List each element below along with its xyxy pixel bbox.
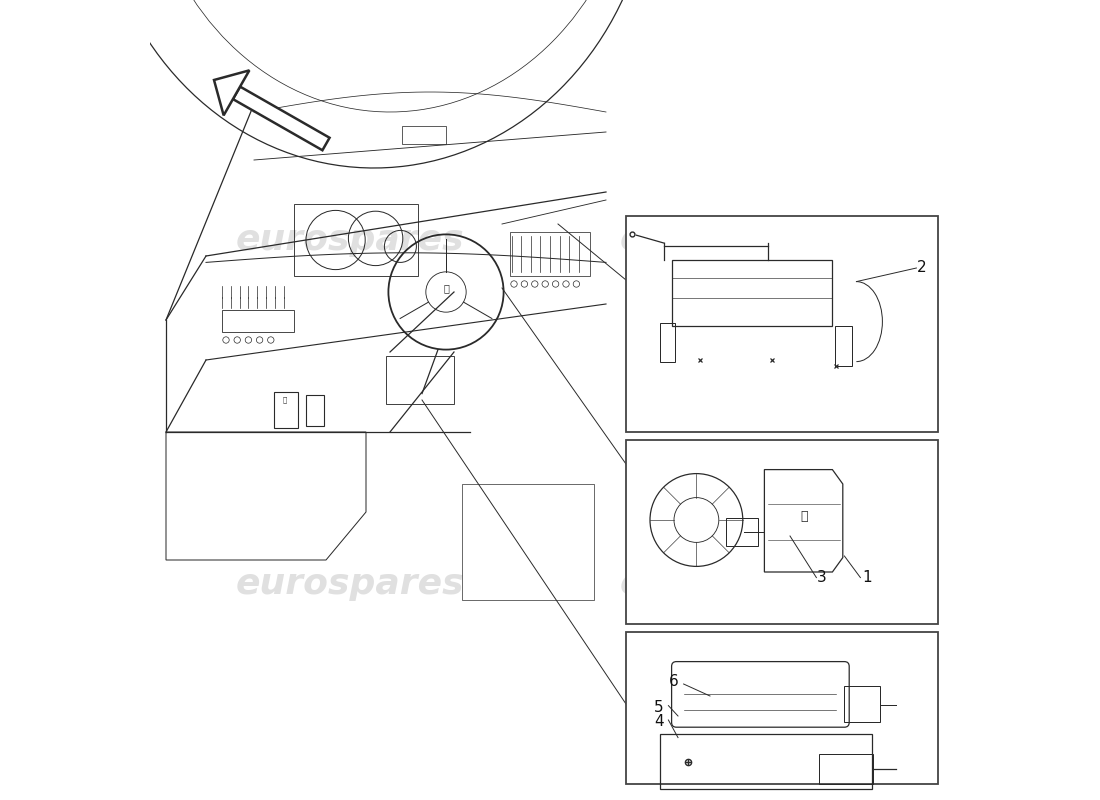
Text: 3: 3	[817, 570, 827, 585]
Text: 5: 5	[654, 701, 663, 715]
Text: eurospares: eurospares	[235, 223, 464, 257]
Text: Ⳣ: Ⳣ	[283, 397, 286, 403]
Bar	[294, 204, 418, 276]
Bar	[845, 686, 880, 722]
Bar	[835, 326, 852, 366]
Bar	[626, 440, 938, 624]
Bar	[660, 734, 872, 789]
Bar	[386, 356, 454, 404]
Polygon shape	[214, 70, 250, 115]
Bar	[726, 518, 758, 546]
Bar	[660, 323, 674, 362]
Bar	[222, 310, 294, 332]
Bar	[818, 754, 873, 784]
Text: 2: 2	[917, 261, 927, 275]
Bar	[274, 392, 298, 428]
Text: 6: 6	[669, 674, 679, 689]
Text: 4: 4	[654, 714, 663, 729]
Polygon shape	[233, 86, 330, 150]
Bar	[306, 395, 323, 426]
Bar	[462, 484, 594, 600]
Bar	[672, 260, 833, 326]
Bar	[626, 216, 938, 432]
Text: eurospares: eurospares	[619, 223, 848, 257]
Text: 1: 1	[862, 570, 871, 585]
Text: Ⳣ: Ⳣ	[443, 283, 449, 293]
Text: eurospares: eurospares	[235, 567, 464, 601]
Text: eurospares: eurospares	[619, 567, 848, 601]
Bar	[402, 126, 446, 144]
Bar	[626, 632, 938, 784]
Text: Ⳣ: Ⳣ	[801, 510, 808, 522]
Bar	[510, 232, 590, 276]
